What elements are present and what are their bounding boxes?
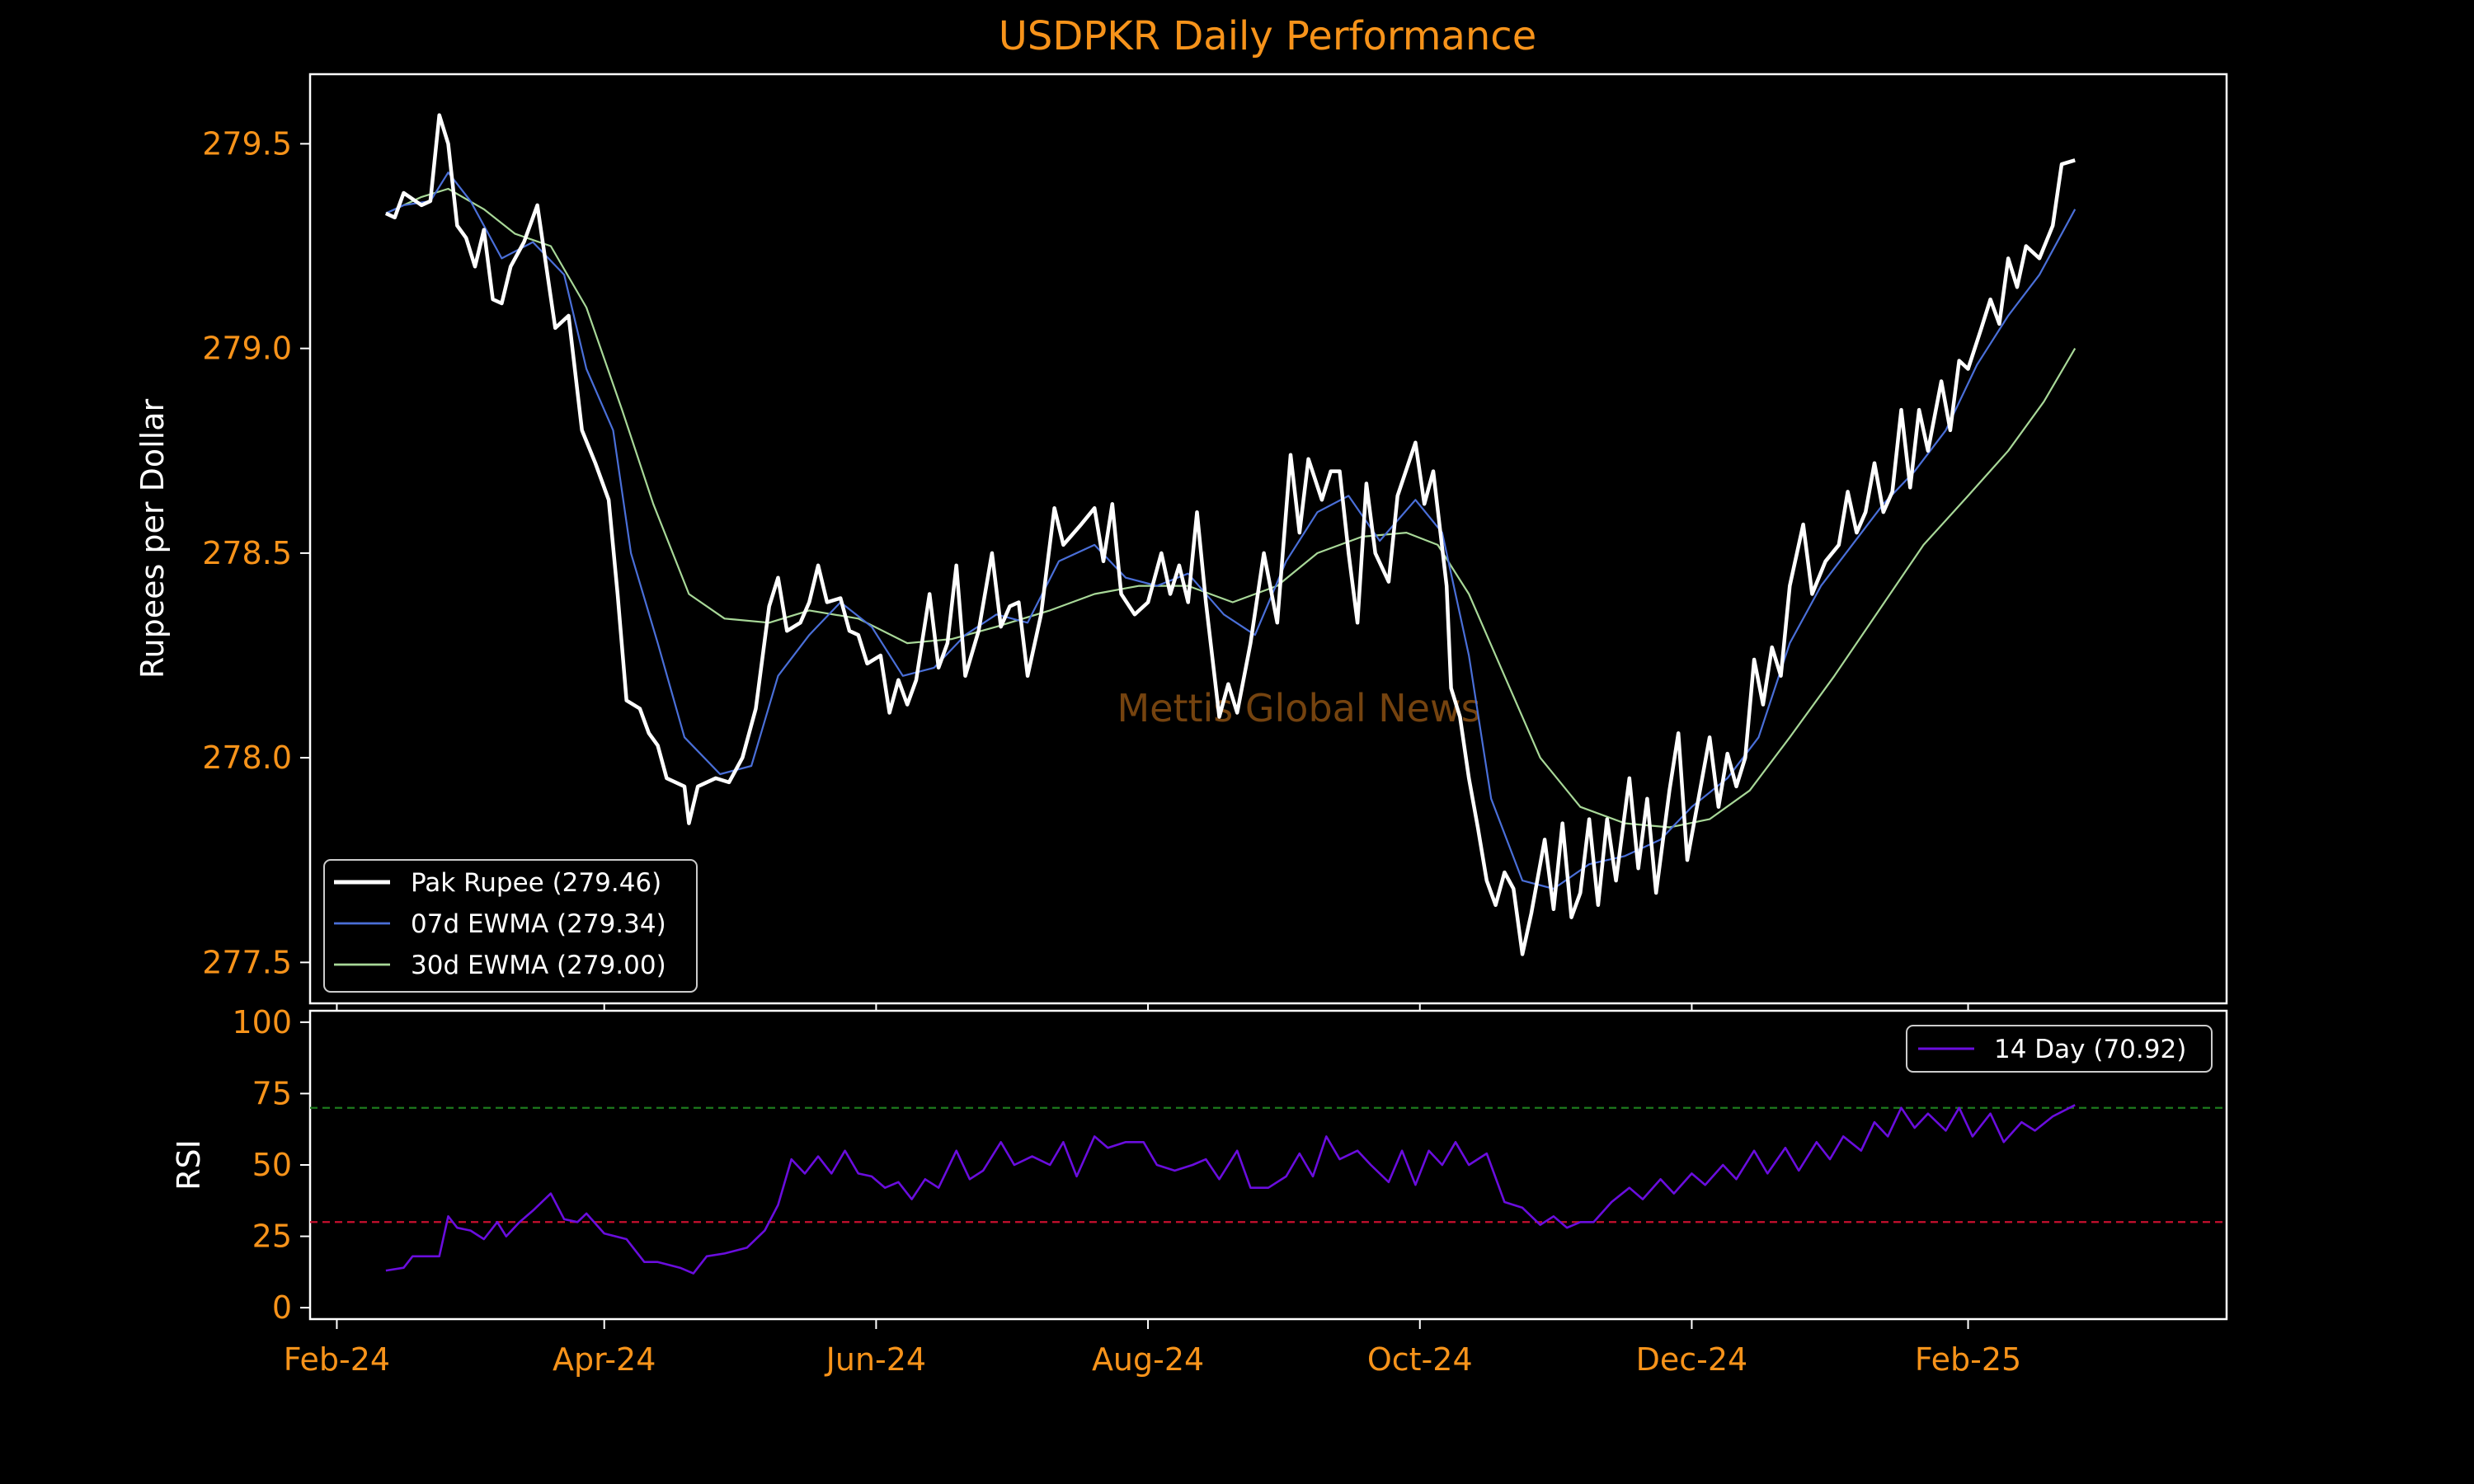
xtick-label: Jun-24 [825, 1341, 926, 1378]
price-ytick-label: 278.5 [202, 535, 292, 571]
chart-title: USDPKR Daily Performance [999, 13, 1536, 59]
rsi-ytick-label: 0 [272, 1289, 292, 1326]
price-ytick-label: 278.0 [202, 740, 292, 776]
rsi-legend: 14 Day (70.92) [1906, 1025, 2213, 1073]
price-legend-box [323, 859, 698, 993]
rsi-legend-label: 14 Day (70.92) [1994, 1035, 2186, 1064]
price-ytick-label: 279.5 [202, 125, 292, 162]
price-legend-label: Pak Rupee (279.46) [411, 868, 661, 898]
xtick-label: Dec-24 [1636, 1341, 1748, 1378]
price-series-line-2 [385, 187, 2077, 829]
price-ytick-label: 279.0 [202, 331, 292, 367]
price-ytick-label: 277.5 [202, 944, 292, 980]
rsi-ytick-label: 75 [252, 1075, 292, 1111]
price-legend-label: 30d EWMA (279.00) [411, 951, 666, 980]
rsi-panel: 0 25 50 75 100 RSI 14 Day (70.92) [171, 1004, 2228, 1326]
rsi-ytick-label: 25 [252, 1219, 292, 1255]
xtick-label: Aug-24 [1092, 1341, 1204, 1378]
watermark: Mettis Global News [1117, 686, 1480, 730]
rsi-ytick-label: 100 [232, 1004, 292, 1040]
price-ylabel: Rupees per Dollar [134, 398, 171, 679]
rsi-series-line [385, 1104, 2076, 1275]
xtick-label: Feb-25 [1915, 1341, 2021, 1378]
rsi-ylabel: RSI [171, 1139, 207, 1190]
price-legend: Pak Rupee (279.46) 07d EWMA (279.34) 30d E… [323, 859, 698, 993]
price-plot-frame [308, 73, 2228, 1005]
xtick-label: Feb-24 [284, 1341, 390, 1378]
xtick-label: Oct-24 [1367, 1341, 1473, 1378]
xtick-label: Apr-24 [553, 1341, 656, 1378]
price-panel: 277.5 278.0 278.5 279.0 279.5 Rupees per Doll… [134, 73, 2228, 1005]
price-legend-label: 07d EWMA (279.34) [411, 909, 666, 939]
rsi-legend-box [1906, 1025, 2213, 1073]
rsi-ytick-label: 50 [252, 1147, 292, 1183]
price-series-line-0 [384, 113, 2076, 956]
x-axis: Feb-24 Apr-24 Jun-24 Aug-24 Oct-24 Dec-24 Feb-… [284, 1003, 2021, 1378]
